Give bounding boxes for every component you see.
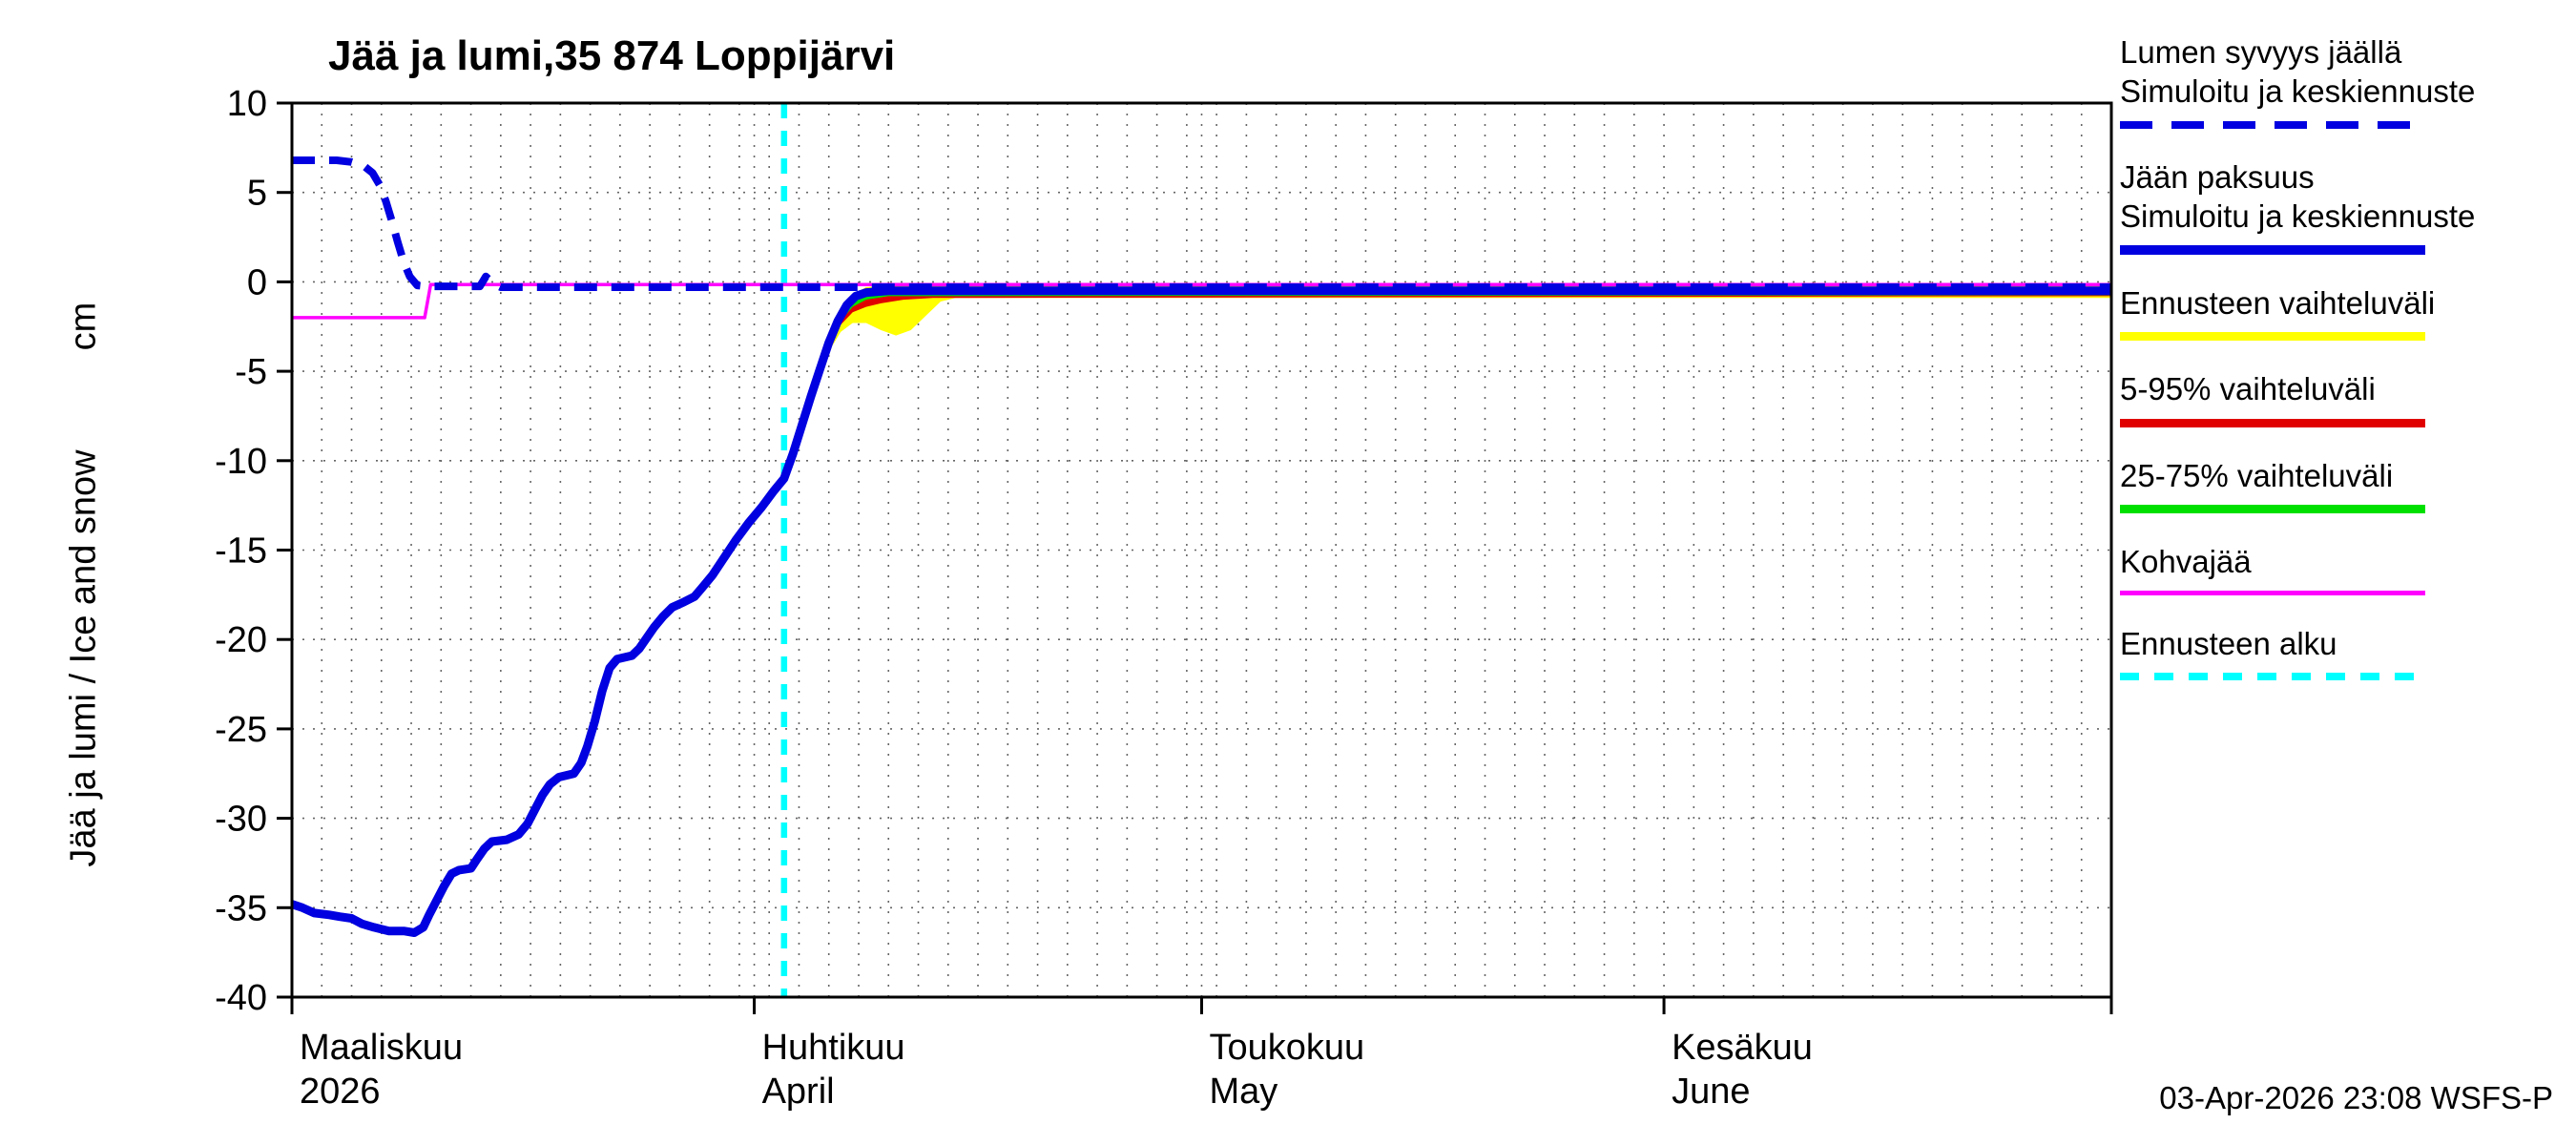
band-5-95-vaihteluvali bbox=[783, 287, 2111, 481]
legend-label: Lumen syvyys jäällä bbox=[2120, 34, 2402, 70]
legend-label: Jään paksuus bbox=[2120, 158, 2315, 195]
y-tick-label: -40 bbox=[215, 978, 267, 1018]
y-tick-label: -20 bbox=[215, 620, 267, 660]
y-tick-label: 5 bbox=[247, 174, 267, 214]
series-jaan-paksuus bbox=[290, 286, 2111, 937]
y-axis-label: Jää ja lumi / Ice and snow bbox=[63, 449, 104, 867]
y-tick-label: 10 bbox=[227, 84, 267, 124]
y-tick-label: -30 bbox=[215, 800, 267, 840]
legend-label: Simuloitu ja keskiennuste bbox=[2120, 198, 2476, 234]
legend-entry-1: Jään paksuus Simuloitu ja keskiennuste bbox=[2120, 157, 2476, 255]
legend-sample-line bbox=[2120, 591, 2425, 595]
chart-title: Jää ja lumi,35 874 Loppijärvi bbox=[328, 32, 896, 79]
y-tick-label: -15 bbox=[215, 531, 267, 572]
x-tick-label-month: Kesäkuu bbox=[1672, 1028, 1813, 1068]
series-kohvajaa bbox=[292, 282, 2111, 320]
legend-sample-line bbox=[2120, 673, 2425, 681]
legend-sample-line bbox=[2120, 504, 2425, 513]
legend-label: 25-75% vaihteluväli bbox=[2120, 457, 2394, 493]
band-25-75-vaihteluvali bbox=[783, 288, 2111, 479]
y-axis-unit: cm bbox=[63, 302, 104, 351]
legend-entry-0: Lumen syvyys jäällä Simuloitu ja keskienn… bbox=[2120, 32, 2476, 129]
x-tick-label-sub: May bbox=[1210, 1072, 1278, 1112]
x-tick-label-month: Toukokuu bbox=[1210, 1028, 1365, 1068]
legend-entry-4: 25-75% vaihteluväli bbox=[2120, 456, 2435, 513]
legend-sample-line bbox=[2120, 418, 2425, 427]
legend-entry-5: Kohvajää bbox=[2120, 542, 2435, 595]
legend-entry-2: Ennusteen vaihteluväli bbox=[2120, 283, 2436, 342]
y-tick-label: 0 bbox=[247, 262, 267, 302]
x-tick-label-sub: April bbox=[762, 1072, 835, 1112]
x-tick-label-month: Huhtikuu bbox=[762, 1028, 905, 1068]
y-tick-label: -5 bbox=[235, 352, 267, 392]
y-tick-label: -10 bbox=[215, 442, 267, 482]
legend-entry-6: Ennusteen alku bbox=[2120, 624, 2435, 681]
x-tick-label-sub: 2026 bbox=[300, 1072, 381, 1112]
legend: Lumen syvyys jäällä Simuloitu ja keskienn… bbox=[2120, 32, 2476, 709]
legend-label: Simuloitu ja keskiennuste bbox=[2120, 73, 2476, 110]
y-tick-label: -25 bbox=[215, 710, 267, 750]
legend-sample-line bbox=[2120, 332, 2425, 342]
legend-sample-line bbox=[2120, 120, 2425, 129]
legend-label: Ennusteen alku bbox=[2120, 626, 2337, 661]
band-ennusteen-vaihteluvali bbox=[783, 285, 2111, 483]
series-lumen-syvyys bbox=[292, 156, 2111, 291]
x-tick-label-sub: June bbox=[1672, 1072, 1750, 1112]
timestamp: 03-Apr-2026 23:08 WSFS-P bbox=[2159, 1080, 2553, 1115]
legend-entry-3: 5-95% vaihteluväli bbox=[2120, 369, 2435, 427]
y-tick-label: -35 bbox=[215, 888, 267, 928]
legend-label: Ennusteen vaihteluväli bbox=[2120, 285, 2436, 321]
legend-label: 5-95% vaihteluväli bbox=[2120, 371, 2376, 407]
legend-sample-line bbox=[2120, 245, 2425, 255]
x-tick-label-month: Maaliskuu bbox=[300, 1028, 463, 1068]
legend-label: Kohvajää bbox=[2120, 543, 2252, 579]
